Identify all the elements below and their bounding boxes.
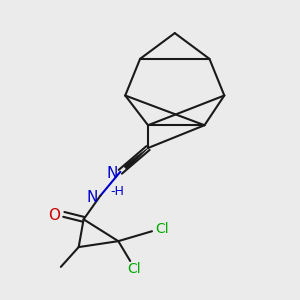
Polygon shape [124,148,148,170]
Text: O: O [48,208,60,223]
Text: N: N [87,190,98,205]
Text: -H: -H [110,185,124,198]
Text: N: N [107,166,118,181]
Text: Cl: Cl [127,262,141,276]
Text: Cl: Cl [155,222,169,236]
